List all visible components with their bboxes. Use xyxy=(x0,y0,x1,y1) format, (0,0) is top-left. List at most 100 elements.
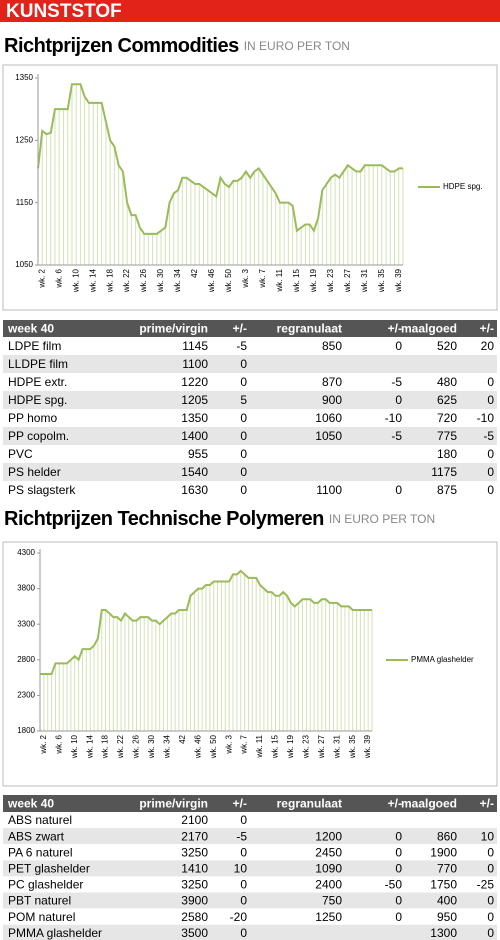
table-row xyxy=(3,860,497,877)
table-row xyxy=(3,828,497,845)
heading-subtitle: IN EURO PER TON xyxy=(244,39,350,53)
x-tick-label: wk. 3 xyxy=(224,734,233,754)
table-cell: 1200 xyxy=(315,829,342,843)
x-tick-label: wk. 10 xyxy=(70,734,79,759)
table-cell: 3900 xyxy=(181,894,208,908)
table-cell: 0 xyxy=(395,393,402,407)
column-header: regranulaat xyxy=(277,797,342,811)
table-cell: 0 xyxy=(240,465,247,479)
column-header: +/- xyxy=(388,797,402,811)
x-tick-label: wk. 19 xyxy=(309,268,318,293)
table-cell: LLDPE film xyxy=(8,357,68,371)
x-tick-label: wk. 18 xyxy=(105,268,114,293)
chart-frame xyxy=(2,541,498,787)
table-cell: PP homo xyxy=(8,411,57,425)
table-cell: 0 xyxy=(487,910,494,924)
x-tick-label: wk. 10 xyxy=(71,268,80,293)
table-cell: HDPE spg. xyxy=(8,393,67,407)
table-row xyxy=(3,481,497,499)
table-cell: 875 xyxy=(437,483,457,497)
table-cell: -5 xyxy=(391,429,402,443)
column-header: week 40 xyxy=(7,322,54,336)
table-cell: 0 xyxy=(240,447,247,461)
table-row xyxy=(3,445,497,463)
legend-label: PMMA glashelder xyxy=(411,655,474,664)
table-row xyxy=(3,391,497,409)
table-cell: 0 xyxy=(240,878,247,892)
table-row xyxy=(3,337,497,355)
table-cell: 0 xyxy=(395,483,402,497)
table-cell: PET glashelder xyxy=(8,862,90,876)
table-cell: 950 xyxy=(437,910,457,924)
table-cell: 625 xyxy=(437,393,457,407)
x-tick-label: wk. 22 xyxy=(116,734,125,759)
table-cell: PA 6 naturel xyxy=(8,845,73,859)
table-cell: PMMA glashelder xyxy=(8,926,102,940)
table-cell: -5 xyxy=(483,429,494,443)
table-cell: POM naturel xyxy=(8,910,75,924)
x-tick-label: wk. 35 xyxy=(377,268,386,293)
table-cell: 1050 xyxy=(315,429,342,443)
y-tick-label: 1150 xyxy=(16,198,34,207)
section-heading: Richtprijzen Technische Polymeren IN EURO… xyxy=(4,508,435,530)
x-tick-label: wk. 11 xyxy=(255,734,264,758)
x-tick-label: wk. 19 xyxy=(286,734,295,759)
x-tick-label: wk. 27 xyxy=(317,734,326,759)
x-tick-label: wk. 23 xyxy=(301,734,310,759)
column-header: week 40 xyxy=(7,797,54,811)
table-cell: 3500 xyxy=(181,926,208,940)
x-tick-label: wk. 31 xyxy=(332,734,341,759)
y-tick-label: 3800 xyxy=(17,584,35,593)
table-cell: 1220 xyxy=(181,375,208,389)
x-tick-label: wk. 26 xyxy=(139,268,148,293)
y-tick-label: 1800 xyxy=(17,726,35,735)
x-tick-label: wk. 46 xyxy=(207,268,216,293)
x-tick-label: wk. 6 xyxy=(54,268,63,288)
table-cell: 1300 xyxy=(430,926,457,940)
table-cell: PS helder xyxy=(8,465,61,479)
column-header: prime/virgin xyxy=(139,797,208,811)
table-row xyxy=(3,844,497,861)
table-cell: 0 xyxy=(395,862,402,876)
table-cell: 0 xyxy=(240,483,247,497)
table-cell: 1205 xyxy=(181,393,208,407)
table-cell: PVC xyxy=(8,447,33,461)
y-tick-label: 4300 xyxy=(17,548,35,557)
table-cell: 2100 xyxy=(181,813,208,827)
table-row xyxy=(3,373,497,391)
table-cell: 0 xyxy=(487,393,494,407)
table-cell: 0 xyxy=(487,375,494,389)
column-header: regranulaat xyxy=(277,322,342,336)
table-cell: PP copolm. xyxy=(8,429,69,443)
x-tick-label: wk. 26 xyxy=(132,734,141,759)
y-tick-label: 1350 xyxy=(15,73,33,82)
column-header: prime/virgin xyxy=(139,322,208,336)
x-tick-label: wk. 34 xyxy=(173,268,182,293)
x-tick-label: wk. 39 xyxy=(363,734,372,759)
table-cell: PC glashelder xyxy=(8,878,83,892)
table-cell: 10 xyxy=(234,862,248,876)
x-tick-label: wk. 7 xyxy=(258,268,267,288)
table-cell: 0 xyxy=(487,465,494,479)
x-tick-label: wk. 2 xyxy=(39,734,48,754)
table-cell: 2170 xyxy=(181,829,208,843)
table-cell: 0 xyxy=(487,862,494,876)
table-cell: -50 xyxy=(385,878,403,892)
x-tick-label: wk. 6 xyxy=(54,734,63,754)
y-tick-label: 1250 xyxy=(15,135,33,144)
table-cell: 1060 xyxy=(315,411,342,425)
table-cell: 1350 xyxy=(181,411,208,425)
table-cell: 10 xyxy=(481,829,495,843)
table-cell: 3250 xyxy=(181,878,208,892)
table-cell: 1090 xyxy=(315,862,342,876)
table-row xyxy=(3,463,497,481)
x-tick-label: wk. 31 xyxy=(360,268,369,293)
y-tick-label: 2300 xyxy=(17,691,35,700)
section-heading: Richtprijzen Commodities IN EURO PER TON xyxy=(4,35,350,57)
table-cell: -20 xyxy=(230,910,248,924)
x-tick-label: wk. 50 xyxy=(209,734,218,759)
x-tick-label: wk. 2 xyxy=(37,268,46,288)
x-tick-label: wk. 35 xyxy=(348,734,357,759)
